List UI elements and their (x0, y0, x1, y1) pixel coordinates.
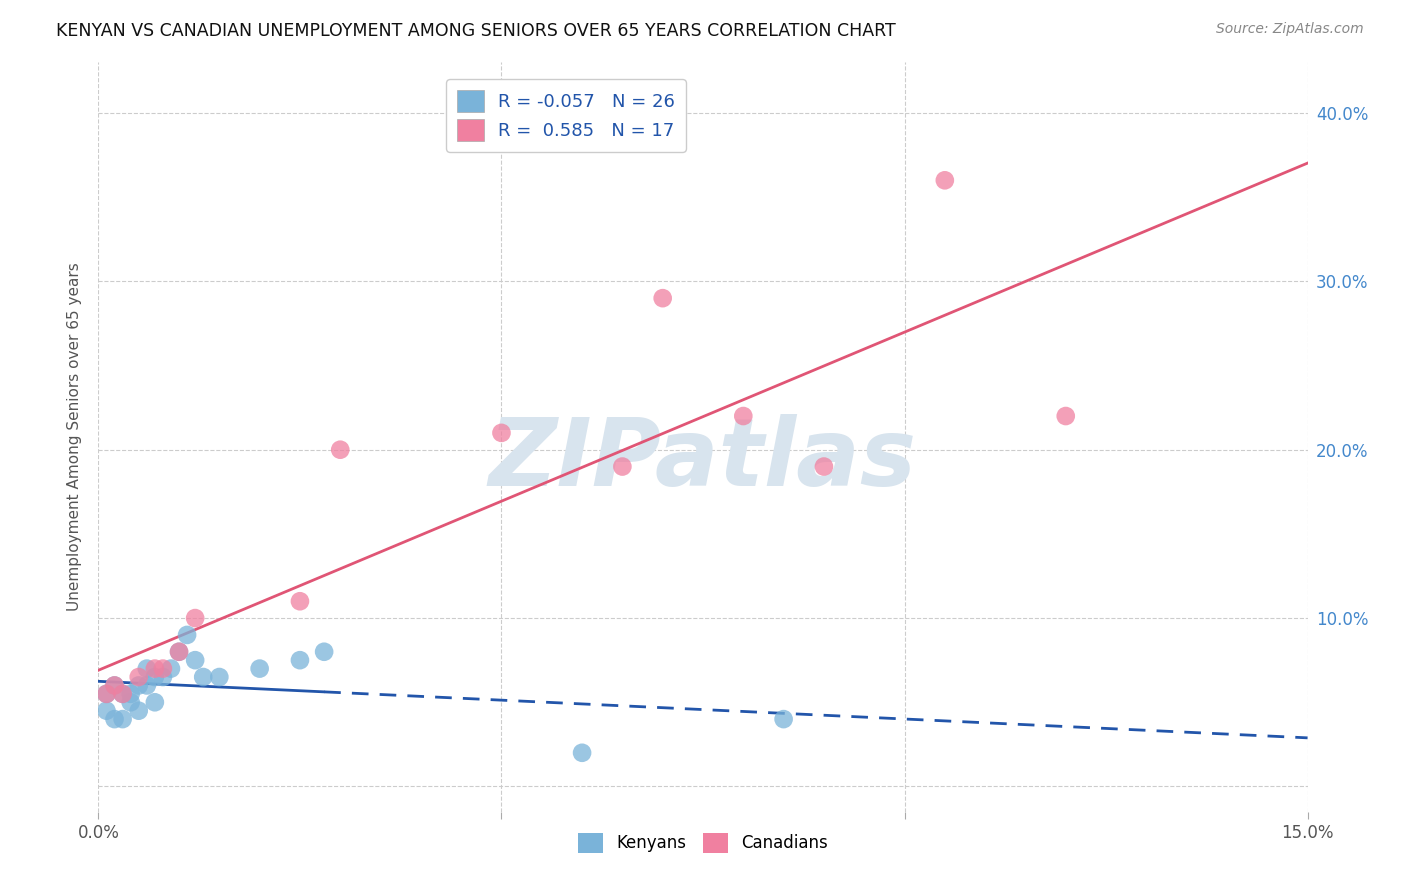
Point (143, 662, 166, 676)
Point (128, 704, 150, 718)
Point (813, 459, 835, 474)
Point (612, 459, 634, 474)
Point (329, 442, 352, 457)
Text: Source: ZipAtlas.com: Source: ZipAtlas.com (1216, 22, 1364, 37)
Point (103, 678, 125, 692)
Y-axis label: Unemployment Among Seniors over 65 years: Unemployment Among Seniors over 65 years (67, 263, 83, 611)
Point (103, 712, 125, 726)
Point (491, 425, 513, 440)
Point (143, 695, 166, 709)
Point (193, 670, 215, 684)
Point (249, 662, 271, 676)
Point (103, 678, 125, 692)
Point (128, 678, 150, 692)
Point (167, 645, 190, 659)
Point (167, 645, 190, 659)
Point (208, 670, 231, 684)
Point (733, 409, 755, 423)
Point (288, 594, 311, 608)
Point (152, 670, 174, 684)
Point (934, 173, 956, 187)
Point (184, 611, 207, 625)
Text: KENYAN VS CANADIAN UNEMPLOYMENT AMONG SENIORS OVER 65 YEARS CORRELATION CHART: KENYAN VS CANADIAN UNEMPLOYMENT AMONG SE… (56, 22, 896, 40)
Point (128, 670, 150, 684)
Point (111, 687, 134, 701)
Point (111, 712, 134, 726)
Point (152, 662, 174, 676)
Point (96, 704, 118, 718)
Point (96, 687, 118, 701)
Point (176, 628, 198, 642)
Legend: Kenyans, Canadians: Kenyans, Canadians (571, 826, 835, 860)
Point (160, 662, 183, 676)
Point (96, 687, 118, 701)
Point (571, 746, 593, 760)
Point (288, 653, 311, 667)
Point (1054, 409, 1077, 423)
Point (143, 670, 166, 684)
Text: ZIPatlas: ZIPatlas (489, 414, 917, 506)
Point (314, 645, 336, 659)
Point (135, 678, 157, 692)
Point (772, 712, 794, 726)
Point (120, 687, 142, 701)
Point (135, 662, 157, 676)
Point (184, 653, 207, 667)
Point (651, 291, 673, 305)
Point (120, 695, 142, 709)
Point (111, 687, 134, 701)
